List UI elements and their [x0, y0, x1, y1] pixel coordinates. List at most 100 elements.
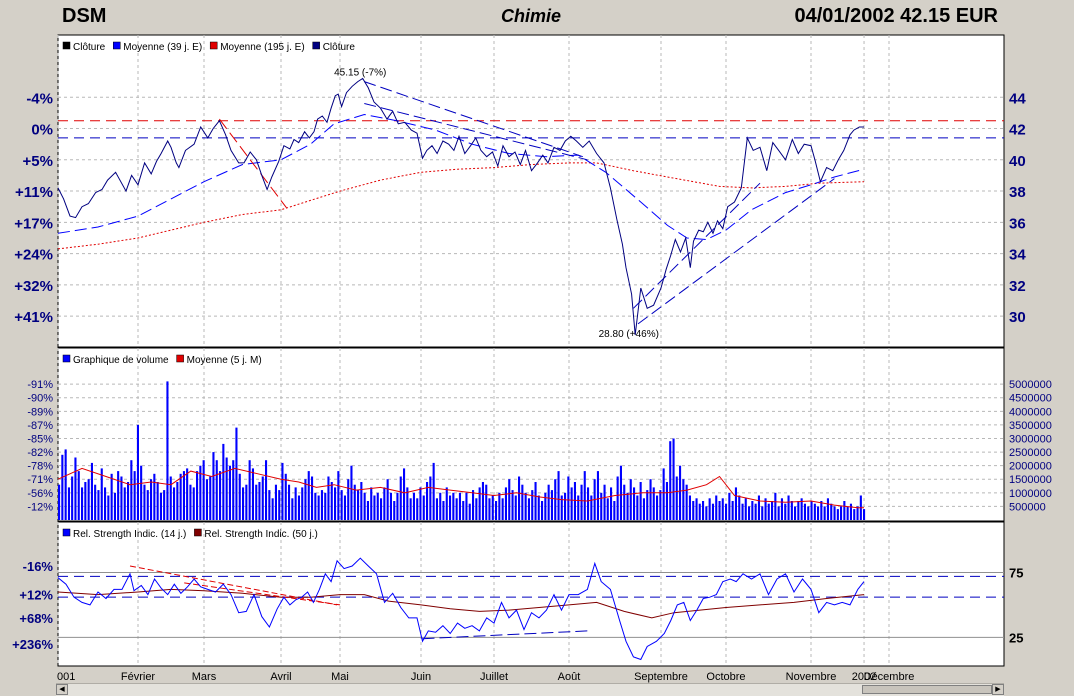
volume-bar [830, 503, 833, 520]
volume-bar [353, 484, 356, 520]
y-right-tick: 75 [1009, 565, 1023, 580]
y-right-tick: 2500000 [1009, 447, 1052, 459]
volume-bar [491, 495, 494, 520]
volume-bar [501, 498, 504, 520]
volume-bar [274, 484, 277, 520]
volume-bar [780, 498, 783, 520]
volume-bar [751, 501, 754, 520]
volume-bar [416, 498, 419, 520]
volume-bar [472, 490, 475, 520]
volume-bar [485, 484, 488, 520]
y-right-tick: 4500000 [1009, 393, 1052, 405]
x-tick-label: 001 [57, 671, 75, 683]
volume-bar [652, 487, 655, 520]
volume-bar [840, 506, 843, 520]
volume-bar [337, 471, 340, 520]
volume-bar [156, 482, 159, 520]
volume-bar [481, 482, 484, 520]
volume-bar [725, 503, 728, 520]
volume-bar [702, 501, 705, 520]
y-left-tick: -71% [27, 474, 53, 486]
volume-bar [225, 457, 228, 520]
scroll-left-icon[interactable]: ◀ [56, 684, 68, 695]
ma39-line [57, 113, 865, 241]
volume-bar [531, 490, 534, 520]
volume-bar [182, 471, 185, 520]
volume-bar [61, 454, 64, 520]
volume-bar [524, 492, 527, 520]
volume-bar [846, 506, 849, 520]
y-left-tick: +11% [15, 184, 53, 201]
volume-bar [130, 460, 133, 520]
y-right-tick: 5000000 [1009, 379, 1052, 391]
volume-bar [370, 487, 373, 520]
volume-bar [265, 460, 268, 520]
volume-bar [629, 479, 632, 520]
volume-bar [458, 492, 461, 520]
scroll-thumb[interactable] [862, 685, 992, 694]
trendline [422, 630, 588, 640]
volume-bar [488, 498, 491, 520]
volume-bar [544, 492, 547, 520]
volume-bar [682, 479, 685, 520]
legend-label: Rel. Strength Indic. (50 j.) [204, 529, 317, 540]
volume-bar [363, 492, 366, 520]
volume-bar [113, 492, 116, 520]
volume-bar [590, 495, 593, 520]
volume-bar [442, 501, 445, 520]
volume-bar [357, 490, 360, 520]
volume-bar [350, 465, 353, 520]
volume-bar [117, 471, 120, 520]
volume-bar [205, 479, 208, 520]
price-annotation: 28.80 (+46%) [599, 329, 659, 340]
volume-bar [307, 471, 310, 520]
volume-bar [317, 495, 320, 520]
volume-bar [215, 460, 218, 520]
volume-bar [146, 490, 149, 520]
volume-bar [790, 501, 793, 520]
horizontal-scrollbar[interactable]: ◀ ▶ [56, 683, 1004, 696]
volume-bar [511, 490, 514, 520]
y-right-tick: 30 [1009, 309, 1026, 326]
volume-bar [803, 503, 806, 520]
volume-bar [688, 495, 691, 520]
ticker-symbol: DSM [62, 5, 107, 27]
volume-bar [669, 441, 672, 520]
y-left-tick: +24% [14, 247, 53, 264]
volume-bar [343, 495, 346, 520]
panel-frame-2 [57, 521, 1005, 667]
volume-bar [409, 498, 412, 520]
legend-swatch [176, 354, 184, 363]
volume-bar [327, 476, 330, 520]
volume-bar [521, 484, 524, 520]
volume-bar [675, 476, 678, 520]
volume-bar [288, 484, 291, 520]
volume-bar [445, 487, 448, 520]
volume-bar [554, 479, 557, 520]
volume-bar [849, 503, 852, 520]
y-left-tick: -91% [27, 379, 53, 391]
volume-bar [84, 482, 87, 520]
legend-swatch [62, 41, 71, 50]
volume-bar [587, 487, 590, 520]
y-left-tick: -87% [27, 420, 53, 432]
volume-bar [856, 506, 859, 520]
volume-bar [278, 490, 281, 520]
volume-bar [557, 471, 560, 520]
volume-bar [222, 443, 225, 520]
volume-bar [196, 471, 199, 520]
volume-bar [642, 498, 645, 520]
volume-bar [560, 495, 563, 520]
volume-bar [600, 492, 603, 520]
y-left-tick: -89% [27, 406, 53, 418]
y-right-tick: 500000 [1009, 501, 1046, 513]
volume-bar [853, 509, 856, 520]
y-right-tick: 40 [1009, 153, 1026, 170]
volume-bar [127, 482, 130, 520]
volume-bar [810, 501, 813, 520]
volume-bar [833, 506, 836, 520]
scroll-right-icon[interactable]: ▶ [992, 684, 1004, 695]
volume-bar [159, 492, 162, 520]
volume-bar [721, 498, 724, 520]
